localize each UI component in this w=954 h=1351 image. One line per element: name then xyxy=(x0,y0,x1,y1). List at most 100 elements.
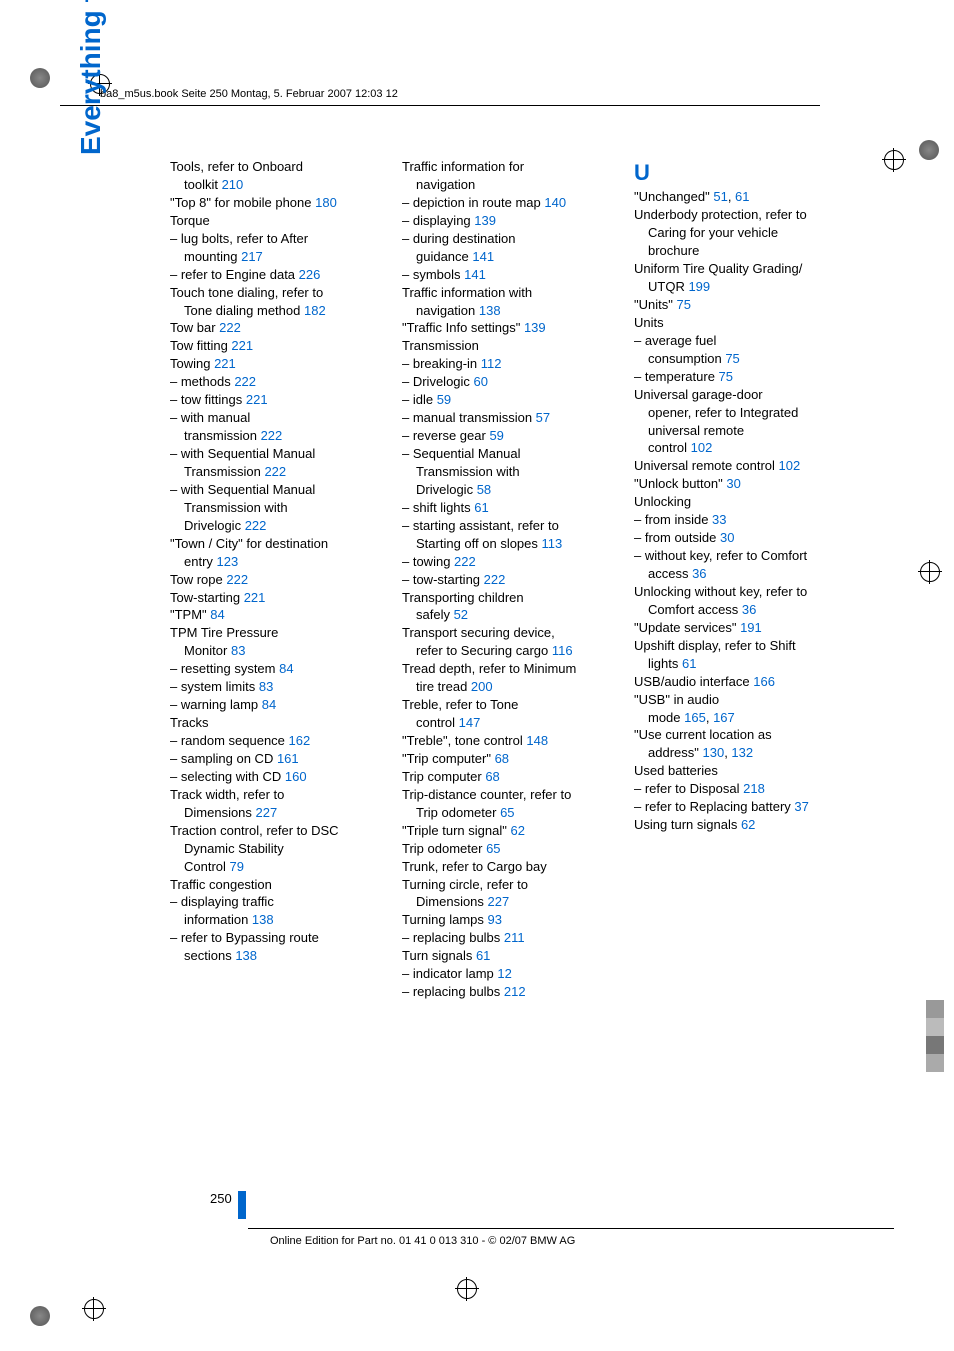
page-ref[interactable]: 93 xyxy=(488,912,502,927)
page-ref[interactable]: 79 xyxy=(230,859,244,874)
page-ref[interactable]: 83 xyxy=(231,643,245,658)
index-entry: "Treble", tone control 148 xyxy=(402,732,622,750)
page-ref[interactable]: 36 xyxy=(742,602,756,617)
page-ref[interactable]: 61 xyxy=(682,656,696,671)
page-ref[interactable]: 12 xyxy=(497,966,511,981)
page-ref[interactable]: 191 xyxy=(740,620,762,635)
page-ref[interactable]: 84 xyxy=(262,697,276,712)
page-ref[interactable]: 59 xyxy=(437,392,451,407)
page-ref[interactable]: 123 xyxy=(217,554,239,569)
index-entry: – refer to Replacing battery 37 xyxy=(634,798,854,816)
page-ref[interactable]: 84 xyxy=(210,607,224,622)
page-ref[interactable]: 102 xyxy=(779,458,801,473)
page-ref[interactable]: 167 xyxy=(713,710,735,725)
corner-tl xyxy=(30,68,50,88)
page-ref[interactable]: 222 xyxy=(245,518,267,533)
page-ref[interactable]: 138 xyxy=(252,912,274,927)
page-ref[interactable]: 139 xyxy=(524,320,546,335)
page-ref[interactable]: 61 xyxy=(476,948,490,963)
page-ref[interactable]: 222 xyxy=(264,464,286,479)
page-ref[interactable]: 147 xyxy=(459,715,481,730)
page-ref[interactable]: 226 xyxy=(299,267,321,282)
index-entry: – tow fittings 221 xyxy=(170,391,390,409)
index-entry: Tow bar 222 xyxy=(170,319,390,337)
page-ref[interactable]: 84 xyxy=(279,661,293,676)
page-ref[interactable]: 65 xyxy=(486,841,500,856)
page-ref[interactable]: 75 xyxy=(725,351,739,366)
page-ref[interactable]: 141 xyxy=(472,249,494,264)
page-ref[interactable]: 180 xyxy=(315,195,337,210)
index-entry: Transmission xyxy=(402,337,622,355)
page-ref[interactable]: 165 xyxy=(684,710,706,725)
page-ref[interactable]: 222 xyxy=(454,554,476,569)
index-entry: Transmission 222 xyxy=(170,463,390,481)
page-ref[interactable]: 221 xyxy=(246,392,268,407)
page-ref[interactable]: 222 xyxy=(261,428,283,443)
page-ref[interactable]: 62 xyxy=(741,817,755,832)
page-ref[interactable]: 218 xyxy=(743,781,765,796)
page-ref[interactable]: 222 xyxy=(226,572,248,587)
page-ref[interactable]: 221 xyxy=(244,590,266,605)
page-ref[interactable]: 75 xyxy=(676,297,690,312)
page-ref[interactable]: 139 xyxy=(474,213,496,228)
page-ref[interactable]: 162 xyxy=(289,733,311,748)
page-ref[interactable]: 200 xyxy=(471,679,493,694)
page-ref[interactable]: 61 xyxy=(735,189,749,204)
page-ref[interactable]: 113 xyxy=(542,536,563,551)
page-ref[interactable]: 199 xyxy=(688,279,710,294)
page-ref[interactable]: 130 xyxy=(702,745,724,760)
page-ref[interactable]: 211 xyxy=(504,930,525,945)
page-ref[interactable]: 227 xyxy=(256,805,278,820)
page-ref[interactable]: 222 xyxy=(219,320,241,335)
index-entry: Universal garage-door xyxy=(634,386,854,404)
index-entry: Tread depth, refer to Minimum xyxy=(402,660,622,678)
page-ref[interactable]: 138 xyxy=(235,948,257,963)
page-ref[interactable]: 217 xyxy=(241,249,263,264)
page-ref[interactable]: 65 xyxy=(500,805,514,820)
page-ref[interactable]: 83 xyxy=(259,679,273,694)
page-ref[interactable]: 222 xyxy=(484,572,506,587)
page-ref[interactable]: 102 xyxy=(691,440,713,455)
page-ref[interactable]: 116 xyxy=(552,643,573,658)
page-ref[interactable]: 182 xyxy=(304,303,326,318)
page-ref[interactable]: 62 xyxy=(510,823,524,838)
page-ref[interactable]: 210 xyxy=(222,177,244,192)
page-ref[interactable]: 37 xyxy=(794,799,808,814)
page-ref[interactable]: 36 xyxy=(692,566,706,581)
page-ref[interactable]: 30 xyxy=(720,530,734,545)
page-ref[interactable]: 112 xyxy=(481,356,502,371)
index-entry: Traffic information for xyxy=(402,158,622,176)
index-entry: "Unchanged" 51, 61 xyxy=(634,188,854,206)
page-ref[interactable]: 57 xyxy=(536,410,550,425)
page-ref[interactable]: 59 xyxy=(489,428,503,443)
page-ref[interactable]: 166 xyxy=(753,674,775,689)
index-entry: – replacing bulbs 211 xyxy=(402,929,622,947)
page-ref[interactable]: 148 xyxy=(526,733,548,748)
page-ref[interactable]: 160 xyxy=(285,769,307,784)
page-ref[interactable]: 60 xyxy=(474,374,488,389)
page-ref[interactable]: 52 xyxy=(454,607,468,622)
page-ref[interactable]: 51 xyxy=(713,189,727,204)
page-ref[interactable]: 227 xyxy=(488,894,510,909)
page-ref[interactable]: 68 xyxy=(495,751,509,766)
page-ref[interactable]: 161 xyxy=(277,751,299,766)
page-ref[interactable]: 140 xyxy=(544,195,566,210)
page-ref[interactable]: 75 xyxy=(719,369,733,384)
reg-mark-right xyxy=(918,560,942,584)
page-ref[interactable]: 61 xyxy=(474,500,488,515)
page-ref[interactable]: 58 xyxy=(477,482,491,497)
page-ref[interactable]: 138 xyxy=(479,303,501,318)
page-ref[interactable]: 221 xyxy=(231,338,253,353)
page-ref[interactable]: 33 xyxy=(712,512,726,527)
page-ref[interactable]: 132 xyxy=(731,745,753,760)
page-ref[interactable]: 221 xyxy=(214,356,236,371)
footer-rule xyxy=(248,1228,894,1229)
page-ref[interactable]: 222 xyxy=(234,374,256,389)
page-ref[interactable]: 30 xyxy=(726,476,740,491)
index-entry: "Triple turn signal" 62 xyxy=(402,822,622,840)
index-entry: "Town / City" for destination xyxy=(170,535,390,553)
page-ref[interactable]: 212 xyxy=(504,984,526,999)
footer-text: Online Edition for Part no. 01 41 0 013 … xyxy=(270,1235,575,1247)
page-ref[interactable]: 68 xyxy=(485,769,499,784)
page-ref[interactable]: 141 xyxy=(464,267,486,282)
